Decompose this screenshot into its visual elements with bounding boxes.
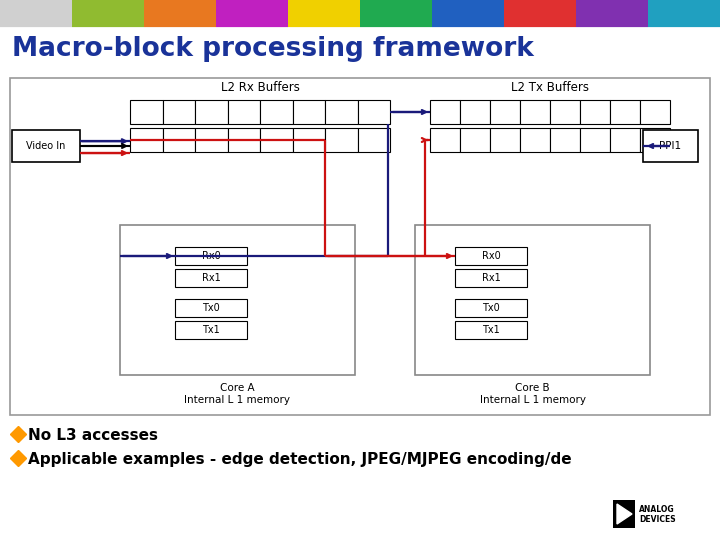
- Bar: [455, 247, 527, 265]
- Bar: [550, 128, 580, 152]
- Bar: [195, 100, 228, 124]
- Bar: [430, 100, 460, 124]
- Bar: [520, 100, 550, 124]
- Text: L2 Rx Buffers: L2 Rx Buffers: [220, 81, 300, 94]
- Bar: [432, 0, 504, 28]
- Bar: [610, 100, 640, 124]
- Bar: [72, 0, 144, 28]
- Bar: [163, 128, 195, 152]
- Bar: [175, 321, 247, 339]
- Bar: [288, 0, 360, 28]
- Text: Rx1: Rx1: [202, 273, 220, 283]
- Bar: [576, 0, 648, 28]
- Bar: [195, 128, 228, 152]
- Text: Rx1: Rx1: [482, 273, 500, 283]
- Bar: [455, 321, 527, 339]
- Bar: [648, 0, 720, 28]
- Bar: [10, 78, 710, 415]
- Bar: [490, 128, 520, 152]
- Bar: [360, 0, 432, 28]
- Bar: [130, 100, 163, 124]
- Bar: [175, 269, 247, 287]
- Bar: [415, 225, 650, 375]
- Bar: [292, 128, 325, 152]
- Bar: [460, 128, 490, 152]
- Bar: [144, 0, 216, 28]
- Bar: [460, 100, 490, 124]
- Text: L2 Tx Buffers: L2 Tx Buffers: [511, 81, 589, 94]
- Bar: [228, 128, 260, 152]
- Bar: [504, 0, 576, 28]
- Bar: [430, 128, 460, 152]
- Bar: [580, 100, 610, 124]
- Bar: [580, 128, 610, 152]
- Text: Rx0: Rx0: [482, 251, 500, 261]
- Text: Macro-block processing framework: Macro-block processing framework: [12, 36, 534, 62]
- Text: Rx0: Rx0: [202, 251, 220, 261]
- Bar: [260, 128, 292, 152]
- Bar: [455, 269, 527, 287]
- Bar: [613, 500, 635, 528]
- Text: Core A
Internal L 1 memory: Core A Internal L 1 memory: [184, 383, 290, 404]
- Text: Video In: Video In: [27, 141, 66, 151]
- Text: Tx0: Tx0: [202, 303, 220, 313]
- Text: Core B
Internal L 1 memory: Core B Internal L 1 memory: [480, 383, 585, 404]
- Bar: [12, 130, 80, 162]
- Text: ANALOG
DEVICES: ANALOG DEVICES: [639, 505, 675, 524]
- Bar: [610, 128, 640, 152]
- Bar: [0, 0, 72, 28]
- Bar: [260, 100, 292, 124]
- Bar: [130, 128, 163, 152]
- Bar: [358, 100, 390, 124]
- Bar: [163, 100, 195, 124]
- Bar: [175, 299, 247, 317]
- Bar: [120, 225, 355, 375]
- Bar: [325, 128, 358, 152]
- Text: Tx0: Tx0: [482, 303, 500, 313]
- Text: Tx1: Tx1: [482, 325, 500, 335]
- Bar: [455, 299, 527, 317]
- Bar: [520, 128, 550, 152]
- Bar: [228, 100, 260, 124]
- Bar: [358, 128, 390, 152]
- Text: PPI1: PPI1: [660, 141, 682, 151]
- Bar: [550, 100, 580, 124]
- Bar: [640, 100, 670, 124]
- Bar: [175, 247, 247, 265]
- Polygon shape: [617, 504, 632, 524]
- Bar: [216, 0, 288, 28]
- Text: Tx1: Tx1: [202, 325, 220, 335]
- Bar: [640, 128, 670, 152]
- Text: No L3 accesses: No L3 accesses: [28, 428, 158, 443]
- Text: Applicable examples - edge detection, JPEG/MJPEG encoding/de: Applicable examples - edge detection, JP…: [28, 452, 572, 467]
- Bar: [490, 100, 520, 124]
- Bar: [292, 100, 325, 124]
- Bar: [325, 100, 358, 124]
- Bar: [643, 130, 698, 162]
